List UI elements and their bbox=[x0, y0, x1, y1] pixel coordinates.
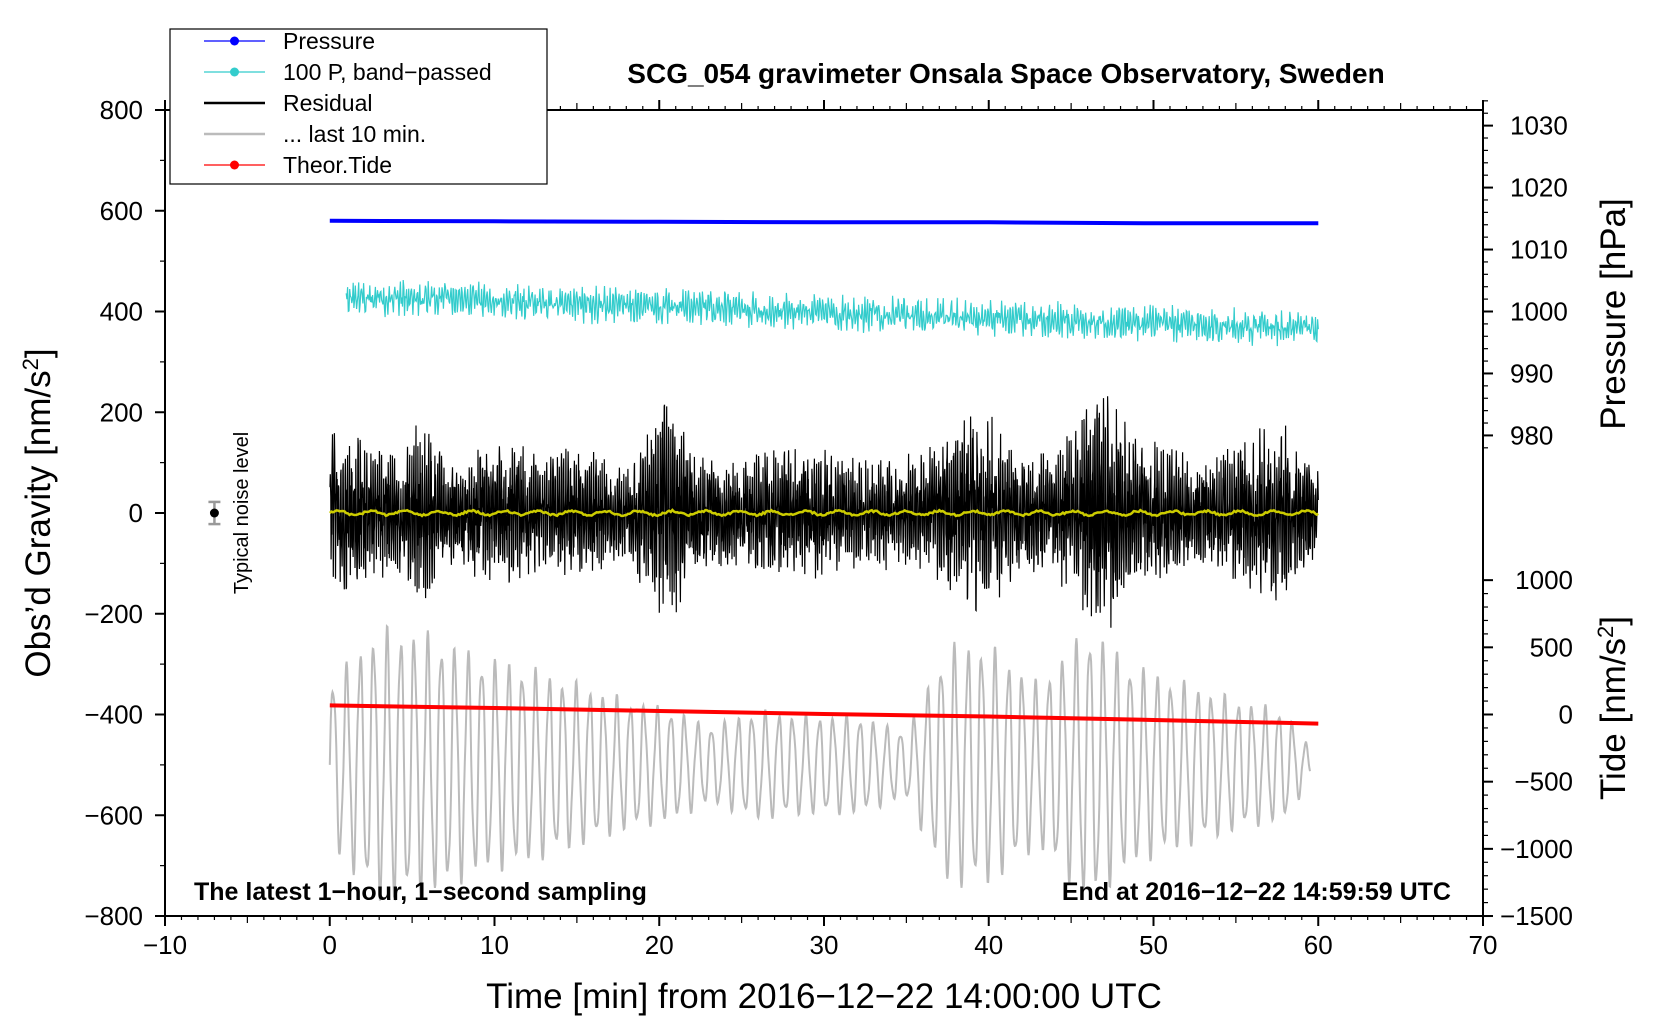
pressure-tick-label: 1030 bbox=[1510, 111, 1568, 141]
x-tick-label: 30 bbox=[810, 930, 839, 960]
y-tick-label: 800 bbox=[100, 95, 143, 125]
series-theoretical-tide bbox=[329, 703, 1319, 726]
series-last-10-min bbox=[328, 623, 1311, 902]
x-tick-label: 0 bbox=[323, 930, 337, 960]
y-axis-pressure-label: Pressure [hPa] bbox=[1594, 198, 1633, 430]
pressure-tick-label: 1010 bbox=[1510, 235, 1568, 265]
pressure-tick-label: 1020 bbox=[1510, 173, 1568, 203]
legend-marker bbox=[230, 160, 239, 170]
x-tick-label: 60 bbox=[1304, 930, 1333, 960]
y-tick-label: 0 bbox=[129, 498, 143, 528]
series-smoothed-residual bbox=[328, 508, 1319, 518]
chart-title: SCG_054 gravimeter Onsala Space Observat… bbox=[627, 58, 1384, 89]
y-axis-left-label: Obs’d Gravity [nm/s2] bbox=[18, 348, 58, 677]
x-tick-label: 50 bbox=[1139, 930, 1168, 960]
noise-level-label: Typical noise level bbox=[231, 432, 253, 594]
y-tick-label: 600 bbox=[100, 196, 143, 226]
legend-label: Residual bbox=[283, 90, 373, 116]
y-tick-label: −400 bbox=[84, 700, 143, 730]
x-axis: −10 0 10 20 30 40 50 60 70 bbox=[143, 100, 1498, 960]
legend-box bbox=[169, 28, 548, 185]
y-tick-label: 200 bbox=[100, 397, 143, 427]
pressure-tick-label: 1000 bbox=[1510, 297, 1568, 327]
series-layer bbox=[328, 218, 1319, 902]
legend-label: 100 P, band−passed bbox=[283, 59, 492, 85]
legend: Pressure 100 P, band−passed Residual ... la… bbox=[169, 28, 548, 185]
x-tick-label: 10 bbox=[480, 930, 509, 960]
y-axis-left: −800 −600 −400 −200 0 200 400 600 800 bbox=[84, 95, 165, 931]
pressure-tick-label: 990 bbox=[1510, 358, 1553, 388]
series-band-passed-pressure bbox=[345, 279, 1319, 347]
y-tick-label: −600 bbox=[84, 800, 143, 830]
y-tick-label: 400 bbox=[100, 297, 143, 327]
y-axis-tide: −1500 −1000 −500 0 500 1000 bbox=[1483, 565, 1573, 931]
annotation-sampling: The latest 1−hour, 1−second sampling bbox=[194, 878, 647, 906]
series-residual bbox=[329, 396, 1319, 628]
legend-marker bbox=[230, 67, 239, 77]
y-axis-tide-label: Tide [nm/s2] bbox=[1593, 616, 1633, 800]
tide-tick-label: −1500 bbox=[1500, 901, 1573, 931]
legend-label: Pressure bbox=[283, 28, 375, 54]
tide-tick-label: −1000 bbox=[1500, 834, 1573, 864]
y-tick-label: −200 bbox=[84, 599, 143, 629]
series-pressure bbox=[329, 218, 1319, 226]
pressure-tick-label: 980 bbox=[1510, 420, 1553, 450]
noise-point bbox=[209, 508, 219, 518]
annotation-end-time: End at 2016−12−22 14:59:59 UTC bbox=[1062, 878, 1451, 906]
tide-tick-label: 500 bbox=[1530, 632, 1573, 662]
x-tick-label: 40 bbox=[974, 930, 1003, 960]
x-tick-label: −10 bbox=[143, 930, 187, 960]
tide-tick-label: −500 bbox=[1514, 767, 1573, 797]
y-axis-pressure: 980 990 1000 1010 1020 1030 bbox=[1483, 100, 1568, 450]
tide-tick-label: 0 bbox=[1559, 700, 1573, 730]
legend-label: ... last 10 min. bbox=[283, 121, 426, 147]
y-axis-tide-label-sup: 2 bbox=[1593, 626, 1618, 638]
y-tick-label: −800 bbox=[84, 901, 143, 931]
x-tick-label: 70 bbox=[1469, 930, 1498, 960]
x-axis-label: Time [min] from 2016−12−22 14:00:00 UTC bbox=[486, 977, 1162, 1016]
legend-marker bbox=[230, 36, 239, 46]
noise-level-marker bbox=[208, 500, 221, 526]
legend-label: Theor.Tide bbox=[283, 152, 392, 178]
y-axis-left-label-sup: 2 bbox=[18, 358, 43, 370]
x-tick-label: 20 bbox=[645, 930, 674, 960]
tide-tick-label: 1000 bbox=[1515, 565, 1573, 595]
